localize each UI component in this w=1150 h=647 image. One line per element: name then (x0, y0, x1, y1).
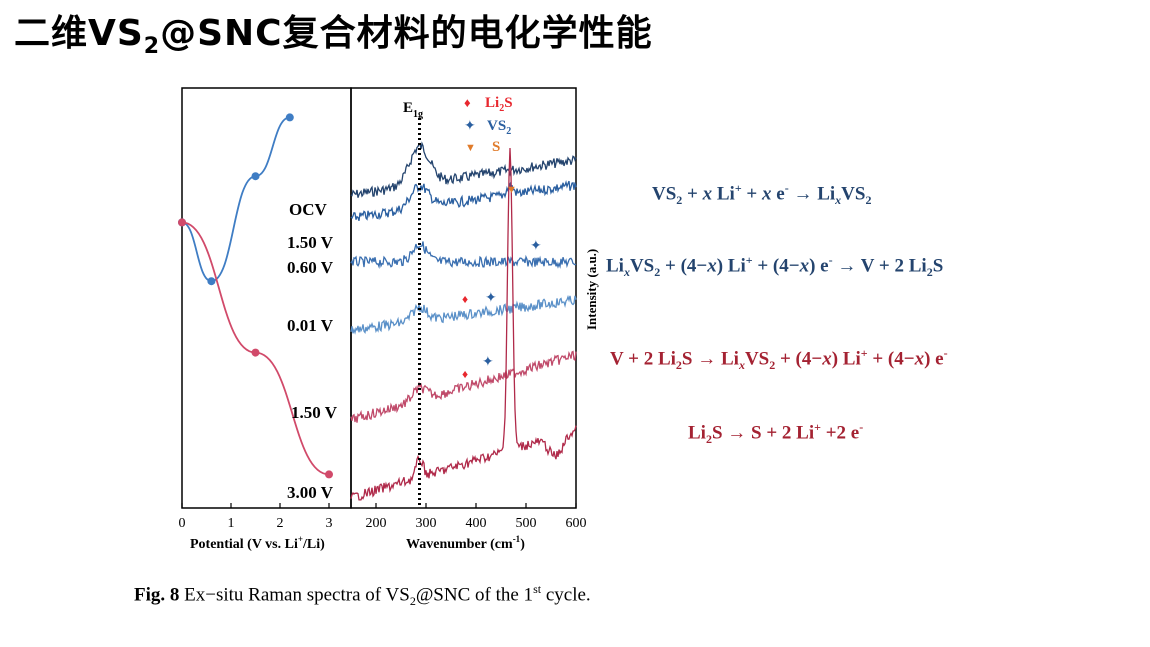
equation-2: LixVS2 + (4−x) Li+ + (4−x) e- → V + 2 Li… (606, 253, 944, 280)
right-xtick-label: 400 (466, 516, 487, 531)
marker-vs2-b: ✦ (485, 291, 497, 306)
marker-vs2-a: ✦ (530, 239, 542, 254)
marker-li2s-a: ♦ (462, 292, 468, 306)
discharge-curve-point (251, 348, 260, 357)
legend-label-s: S (492, 139, 500, 155)
legend-marker-vs2: ✦ (464, 119, 476, 134)
right-xtick-label: 300 (416, 516, 437, 531)
right-xtick-label: 600 (566, 516, 587, 531)
legend-marker-li2s: ♦ (464, 95, 471, 110)
left-xtick-label: 1 (228, 516, 235, 531)
slide-title: 二维VS2@SNC复合材料的电化学性能 (14, 13, 653, 60)
state-label-ocv: OCV (289, 200, 328, 219)
discharge-curve-point (325, 470, 333, 479)
charge-curve (181, 116, 291, 283)
left-panel-curves (178, 113, 333, 479)
state-label-1: 1.50 V (287, 233, 334, 252)
state-labels: OCV 1.50 V 0.60 V 0.01 V 1.50 V 3.00 V (287, 200, 338, 502)
equation-4: Li2S → S + 2 Li+ +2 e- (688, 420, 864, 447)
marker-li2s-b: ♦ (462, 367, 468, 381)
left-xtick-label: 2 (277, 516, 284, 531)
equation-3: V + 2 Li2S → LixVS2 + (4−x) Li+ + (4−x) … (610, 346, 948, 373)
right-ylabel: Intensity (a.u.) (584, 249, 599, 330)
legend-marker-s: ▼ (465, 142, 476, 154)
spectrum-line (350, 180, 577, 221)
spectrum-line (350, 294, 577, 335)
legend-label-vs2: VS2 (487, 118, 511, 137)
left-xtick-label: 0 (179, 516, 186, 531)
charge-curve-point (285, 113, 294, 122)
legend-label-li2s: Li2S (485, 95, 513, 114)
figure-caption: Fig. 8 Ex−situ Raman spectra of VS2@SNC … (134, 582, 591, 609)
marker-s-peak: ▼ (506, 184, 517, 196)
spectrum-line (350, 241, 577, 270)
left-xlabel: Potential (V vs. Li+/Li) (190, 534, 325, 552)
left-panel-xticks: 0 1 2 3 (179, 503, 333, 531)
right-panel-xticks: 200 300 400 500 600 (366, 503, 587, 531)
legend: ♦ Li2S ✦ VS2 ▼ S (464, 95, 513, 155)
state-label-3: 0.01 V (287, 316, 334, 335)
state-label-5: 3.00 V (287, 483, 334, 502)
left-panel-frame (181, 87, 352, 509)
charge-curve-point (251, 172, 260, 181)
equation-1: VS2 + x Li+ + x e- → LixVS2 (652, 181, 872, 208)
right-xtick-label: 500 (516, 516, 537, 531)
e1g-label: E1g (403, 100, 423, 120)
marker-vs2-c: ✦ (482, 355, 494, 370)
discharge-curve-point (178, 218, 186, 227)
charge-curve-point (207, 277, 216, 286)
state-label-4: 1.50 V (291, 403, 338, 422)
spectrum-line (350, 350, 577, 423)
right-xtick-label: 200 (366, 516, 387, 531)
state-label-2: 0.60 V (287, 258, 334, 277)
spectrum-line (350, 141, 577, 198)
right-xlabel: Wavenumber (cm-1) (406, 534, 525, 552)
left-xtick-label: 3 (326, 516, 333, 531)
spectrum-line (350, 147, 577, 501)
raman-spectra (350, 141, 577, 501)
